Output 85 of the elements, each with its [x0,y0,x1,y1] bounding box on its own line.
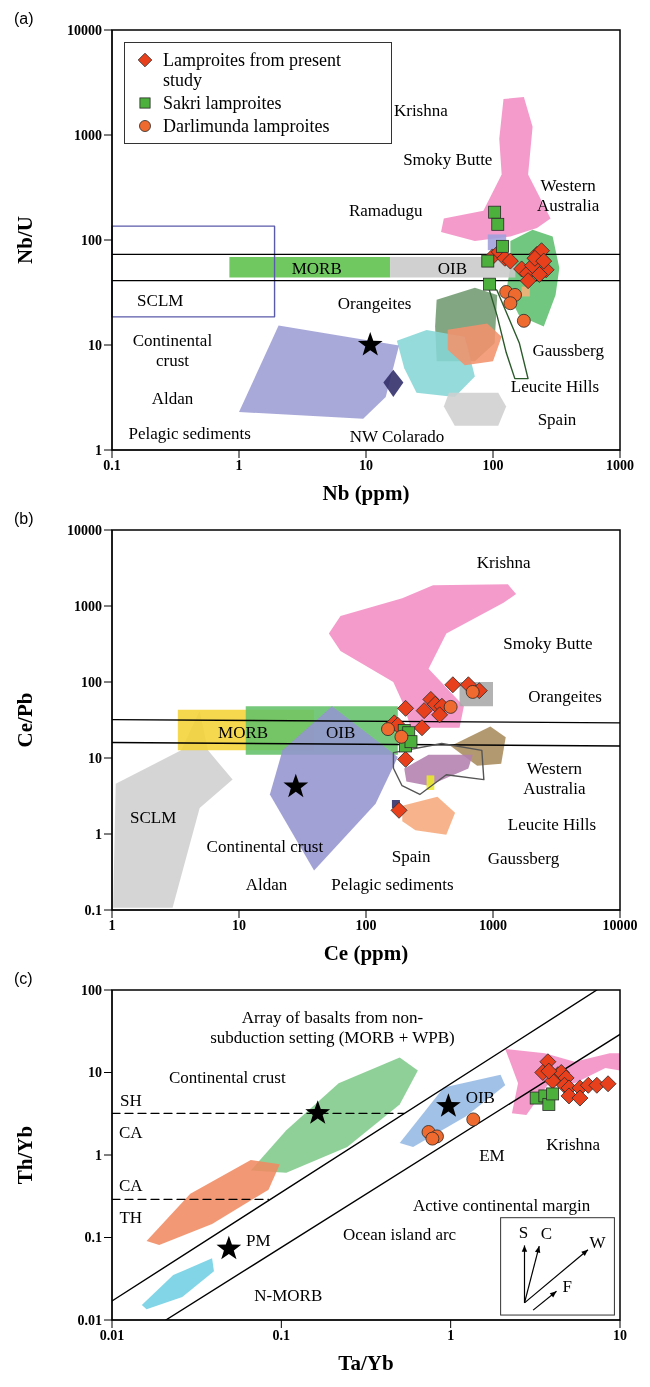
x-tick-label: 1000 [606,457,634,473]
annotation: W [589,1232,607,1252]
annotation: PM [246,1231,271,1251]
annotation: Gaussberg [532,340,605,360]
annotation: TH [119,1208,143,1228]
annotation: Spain [391,847,432,867]
annotation: Pelagic sediments [128,424,251,444]
x-tick-label: 1000 [479,917,507,933]
x-tick-label: 10 [232,917,246,933]
annotation: Leucite Hills [507,814,597,834]
annotation: SCLM [130,807,177,827]
y-tick-label: 10 [88,1065,102,1081]
annotation: Continental crust [169,1067,286,1087]
annotation: Pelagic sediments [331,875,454,895]
y-axis-title: Th/Yb [13,1125,37,1185]
x-tick-label: 1 [447,1327,455,1343]
chart-title: (a) [14,10,34,27]
annotation: S [518,1222,529,1242]
annotation: Orangeites [337,294,412,313]
x-tick-label: 100 [355,917,377,933]
annotation: MORB [218,723,269,743]
annotation: Ramadugu [348,201,424,221]
annotation: F [562,1277,572,1297]
legend-label: Sakri lamproites [163,93,282,113]
y-tick-label: 10000 [67,522,102,538]
legend-label: Darlimunda lamproites [163,116,330,136]
annotation: Western Australia [537,175,600,215]
annotation: EM [479,1146,505,1165]
annotation: Gaussberg [487,848,560,868]
annotation: Krishna [476,553,532,573]
annotation: Spain [537,409,577,429]
annotation: Aldan [151,389,194,409]
annotation: Aldan [245,875,288,895]
x-axis-title: Ta/Yb [338,1351,394,1375]
annotation: Array of basalts from non- subduction setting (MORB + WPB) [210,1007,455,1047]
y-tick-label: 100 [81,982,102,998]
y-tick-label: 0.1 [84,902,102,918]
annotation: Krishna [546,1134,601,1154]
y-tick-label: 1 [95,826,102,842]
annotation: OIB [325,723,356,743]
y-tick-label: 100 [81,232,102,248]
y-tick-label: 1 [95,442,102,458]
x-axis-title: Nb (ppm) [322,481,410,505]
x-tick-label: 100 [482,457,504,473]
annotation: Smoky Butte [403,149,493,169]
x-tick-label: 0.1 [272,1327,291,1343]
annotation: OIB [465,1087,495,1107]
chart-title: (b) [14,510,34,527]
y-tick-label: 10 [88,750,102,766]
x-tick-label: 10 [359,457,373,473]
y-tick-label: 0.1 [84,1230,102,1246]
annotation: N-MORB [254,1285,323,1305]
y-tick-label: 10000 [67,22,102,38]
x-tick-label: 10 [613,1327,627,1343]
annotation: CA [118,1176,144,1196]
annotation: Continental crust [132,330,213,370]
y-tick-label: 100 [81,674,102,690]
x-tick-label: 1 [108,917,116,933]
annotation: Western Australia [523,758,587,798]
annotation: Active continental margin [413,1195,591,1215]
legend-label: Lamproites from present study [163,50,342,90]
annotation: Orangeites [528,687,602,707]
annotation: Krishna [393,100,449,120]
annotation: SCLM [137,290,184,310]
y-tick-label: 0.01 [77,1312,102,1328]
annotation: MORB [291,259,342,279]
annotation: Smoky Butte [503,634,593,654]
chart-title: (c) [14,970,33,987]
annotation: Continental crust [206,836,324,856]
y-axis-title: Ce/Pb [13,692,37,748]
annotation: C [540,1224,553,1244]
y-tick-label: 1000 [74,127,102,143]
x-tick-label: 10000 [602,917,638,933]
annotation: NW Colarado [349,426,445,446]
y-axis-title: Nb/U [13,216,37,264]
x-tick-label: 1 [235,457,243,473]
annotation: SH [119,1091,142,1111]
x-axis-title: Ce (ppm) [323,941,409,965]
y-tick-label: 1 [95,1147,102,1163]
y-tick-label: 1000 [74,598,102,614]
annotation: OIB [437,259,467,279]
annotation: Leucite Hills [510,376,600,396]
y-tick-label: 10 [88,337,102,353]
annotation: Ocean island arc [342,1224,457,1244]
annotation: CA [118,1122,144,1142]
